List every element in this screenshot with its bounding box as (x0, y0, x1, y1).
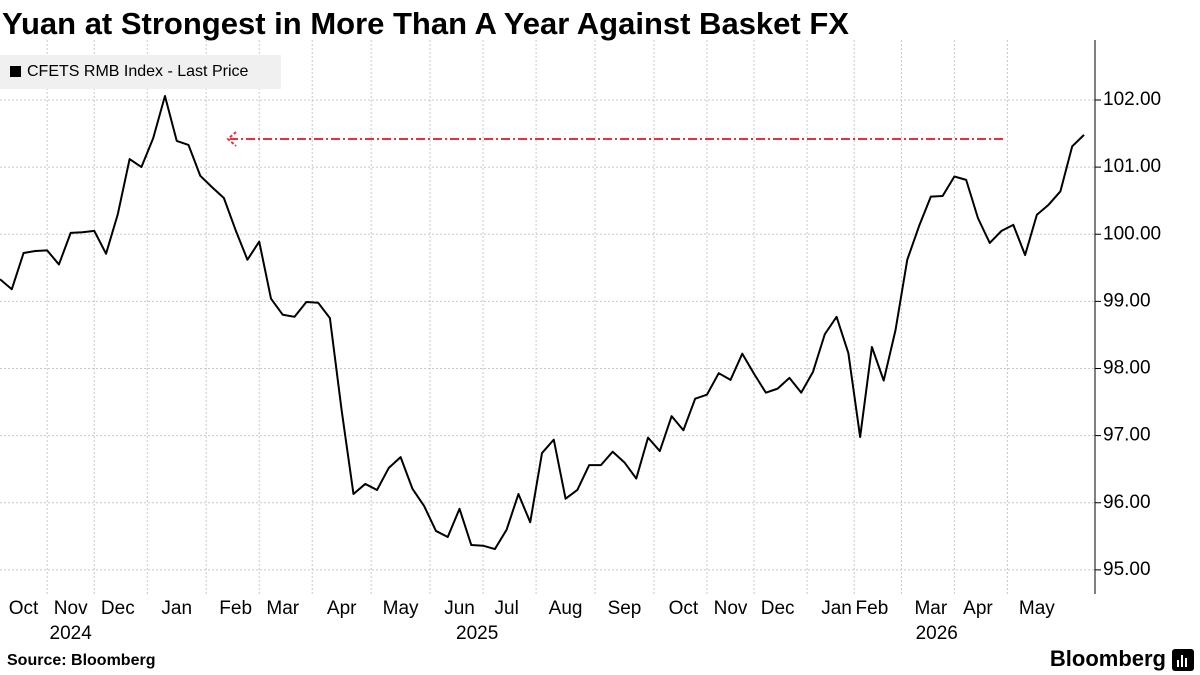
legend-swatch (10, 66, 21, 77)
year-label: 2026 (916, 623, 958, 644)
x-tick-label: Jul (495, 598, 519, 619)
x-tick-label: Dec (101, 598, 135, 619)
legend-label: CFETS RMB Index - Last Price (27, 63, 248, 80)
year-label: 2025 (456, 623, 498, 644)
x-tick-label: Aug (549, 598, 583, 619)
x-tick-label: Mar (914, 598, 947, 619)
x-tick-label: Jun (444, 598, 475, 619)
x-tick-label: May (1019, 598, 1055, 619)
y-tick-label: 96.00 (1103, 492, 1151, 513)
x-tick-label: Apr (327, 598, 357, 619)
y-tick-label: 102.00 (1103, 89, 1161, 110)
x-tick-label: Jan (821, 598, 852, 619)
annotation-arrow (226, 131, 1003, 147)
x-tick-label: Oct (9, 598, 39, 619)
x-tick-label: May (383, 598, 419, 619)
brand-icon (1172, 649, 1194, 671)
grid (0, 40, 1095, 594)
x-tick-label: Nov (54, 598, 88, 619)
year-label: 2024 (50, 623, 93, 644)
x-tick-label: Oct (669, 598, 699, 619)
x-tick-label: Sep (608, 598, 642, 619)
x-tick-label: Dec (761, 598, 795, 619)
legend-box (0, 55, 281, 89)
y-tick-label: 95.00 (1103, 559, 1151, 580)
y-tick-label: 100.00 (1103, 223, 1161, 244)
y-tick-label: 97.00 (1103, 425, 1151, 446)
chart-title: Yuan at Strongest in More Than A Year Ag… (2, 6, 849, 41)
x-tick-label: Feb (219, 598, 252, 619)
x-tick-label: Jan (161, 598, 192, 619)
brand: Bloomberg (1050, 646, 1166, 671)
source: Source: Bloomberg (7, 652, 155, 669)
y-tick-label: 99.00 (1103, 290, 1151, 311)
y-tick-label: 98.00 (1103, 358, 1151, 379)
x-tick-label: Nov (714, 598, 748, 619)
x-tick-label: Apr (963, 598, 993, 619)
x-tick-label: Feb (856, 598, 889, 619)
x-tick-label: Mar (266, 598, 299, 619)
y-tick-label: 101.00 (1103, 156, 1161, 177)
line-series (0, 94, 1085, 551)
